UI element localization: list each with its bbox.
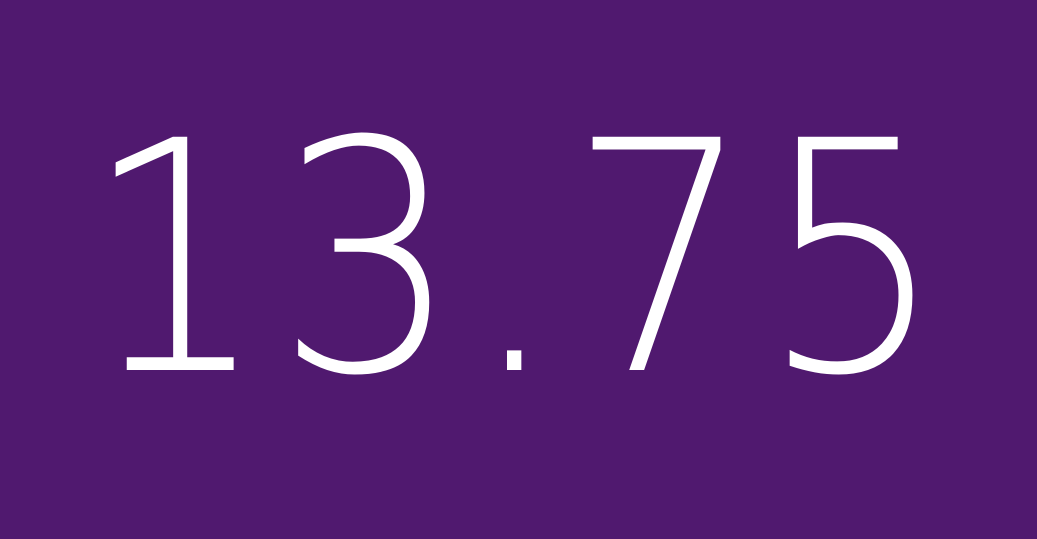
value-text: 13.75 bbox=[84, 74, 954, 446]
